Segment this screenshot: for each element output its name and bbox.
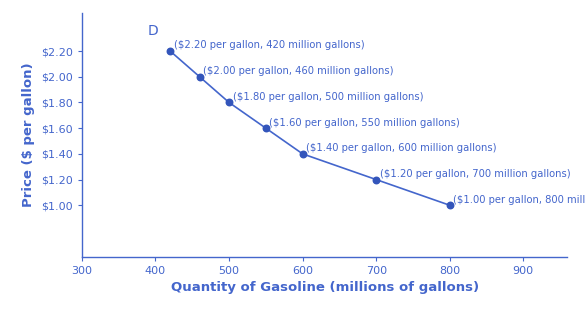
X-axis label: Quantity of Gasoline (millions of gallons): Quantity of Gasoline (millions of gallon… <box>171 281 479 294</box>
Point <box>371 177 381 182</box>
Point <box>298 151 307 156</box>
Text: D: D <box>148 24 159 38</box>
Text: ($2.20 per gallon, 420 million gallons): ($2.20 per gallon, 420 million gallons) <box>174 40 364 50</box>
Point <box>261 126 270 131</box>
Text: ($1.00 per gallon, 800 million gallons): ($1.00 per gallon, 800 million gallons) <box>453 195 585 205</box>
Text: ($1.40 per gallon, 600 million gallons): ($1.40 per gallon, 600 million gallons) <box>307 143 497 153</box>
Point <box>166 49 175 54</box>
Text: ($1.60 per gallon, 550 million gallons): ($1.60 per gallon, 550 million gallons) <box>270 117 460 127</box>
Text: ($2.00 per gallon, 460 million gallons): ($2.00 per gallon, 460 million gallons) <box>204 66 394 76</box>
Text: ($1.20 per gallon, 700 million gallons): ($1.20 per gallon, 700 million gallons) <box>380 169 570 179</box>
Y-axis label: Price ($ per gallon): Price ($ per gallon) <box>22 62 36 207</box>
Point <box>445 203 455 208</box>
Point <box>195 74 204 79</box>
Point <box>225 100 234 105</box>
Text: ($1.80 per gallon, 500 million gallons): ($1.80 per gallon, 500 million gallons) <box>233 92 423 102</box>
